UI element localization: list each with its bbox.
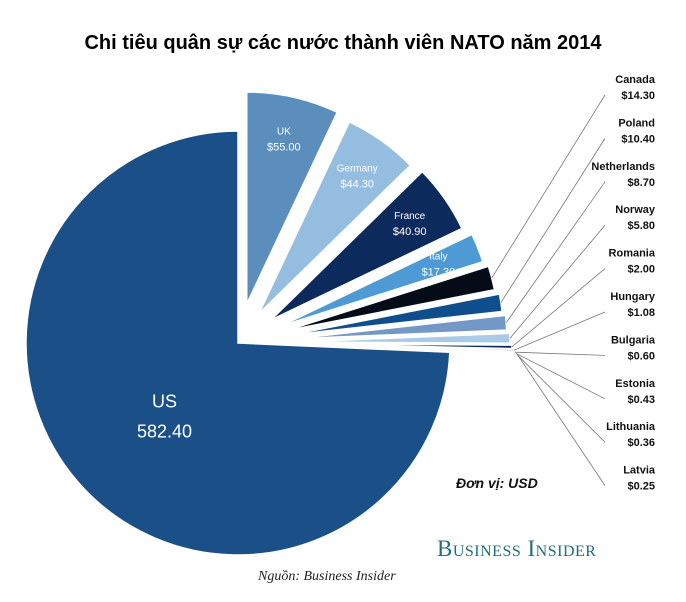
slice-label-france: France <box>394 211 426 222</box>
side-label-latvia: Latvia <box>623 465 656 477</box>
slice-label-germany: Germany <box>337 164 378 175</box>
slice-value-italy: $17.30 <box>422 267 456 279</box>
side-value-romania: $2.00 <box>627 264 655 276</box>
slice-uk <box>245 91 339 305</box>
side-label-bulgaria: Bulgaria <box>611 334 656 346</box>
leader-poland <box>500 138 606 303</box>
unit-label: Đơn vị: USD <box>456 475 538 491</box>
side-label-poland: Poland <box>618 117 655 129</box>
leader-lines <box>491 94 606 486</box>
side-label-canada: Canada <box>615 74 656 86</box>
side-label-estonia: Estonia <box>615 378 656 390</box>
leader-romania <box>511 268 606 348</box>
slice-germany <box>258 120 412 315</box>
slice-italy <box>280 233 484 327</box>
side-value-bulgaria: $0.60 <box>627 350 655 362</box>
side-value-norway: $5.80 <box>627 220 655 232</box>
side-label-netherlands: Netherlands <box>591 161 655 173</box>
slice-label-uk: UK <box>277 127 291 138</box>
slice-label-italy: Italy <box>429 252 447 263</box>
leader-estonia <box>515 352 606 400</box>
slice-romania <box>299 343 513 350</box>
slice-canada <box>286 265 496 332</box>
side-value-canada: $14.30 <box>621 90 655 102</box>
brand-logo: Business Insider <box>437 536 596 561</box>
leader-lithuania <box>516 354 606 443</box>
slice-label-us: US <box>152 391 177 411</box>
leader-canada <box>491 94 606 279</box>
chart-title: Chi tiêu quân sự các nước thành viên NAT… <box>84 32 602 54</box>
source-note: Nguồn: Business Insider <box>257 569 396 584</box>
leader-netherlands <box>505 181 606 323</box>
leader-hungary <box>513 311 606 351</box>
slice-norway <box>297 332 511 344</box>
slice-value-uk: $55.00 <box>267 142 301 154</box>
side-value-poland: $10.40 <box>621 133 655 145</box>
slice-us <box>25 130 451 556</box>
slice-poland <box>291 293 503 336</box>
side-value-lithuania: $0.36 <box>627 437 655 449</box>
slice-value-france: $40.90 <box>393 226 427 238</box>
side-value-hungary: $1.08 <box>627 307 655 319</box>
side-label-norway: Norway <box>615 204 656 216</box>
slice-france <box>270 170 463 321</box>
side-label-hungary: Hungary <box>610 291 656 303</box>
side-value-latvia: $0.25 <box>627 481 655 493</box>
side-value-estonia: $0.43 <box>627 394 655 406</box>
slice-value-us: 582.40 <box>137 421 192 441</box>
leader-norway <box>509 224 606 339</box>
pie-slices <box>25 91 519 556</box>
slice-labels: UK $55.00 Germany $44.30 France $40.90 Italy $1… <box>137 74 656 493</box>
leader-latvia <box>517 354 606 486</box>
side-value-netherlands: $8.70 <box>627 177 655 189</box>
side-label-lithuania: Lithuania <box>606 421 656 433</box>
slice-value-germany: $44.30 <box>340 179 374 191</box>
slice-netherlands <box>294 314 508 340</box>
leader-bulgaria <box>514 351 606 356</box>
side-label-romania: Romania <box>609 248 656 260</box>
